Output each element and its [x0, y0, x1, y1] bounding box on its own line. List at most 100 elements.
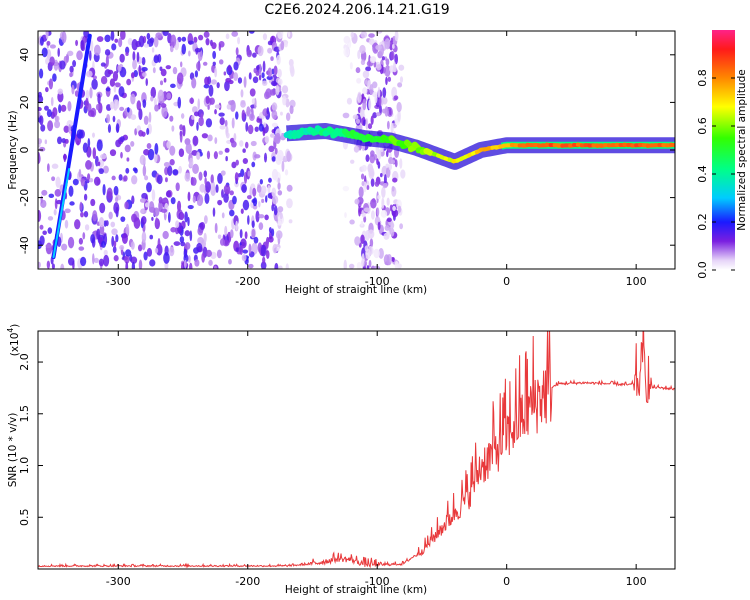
noise-speck	[262, 256, 266, 264]
noise-speck-faint	[400, 169, 406, 179]
noise-speck	[125, 261, 129, 269]
noise-speck	[218, 43, 222, 51]
noise-speck	[170, 197, 176, 205]
noise-speck-faint	[368, 167, 375, 179]
noise-speck-faint	[394, 260, 399, 269]
noise-speck	[38, 210, 42, 222]
noise-speck	[130, 93, 136, 105]
noise-speck	[124, 254, 130, 264]
noise-speck	[267, 184, 271, 194]
noise-speck	[153, 36, 159, 48]
noise-speck	[145, 78, 148, 87]
noise-speck	[104, 34, 111, 43]
noise-speck	[360, 107, 364, 119]
noise-speck	[250, 140, 257, 147]
noise-speck	[40, 124, 46, 132]
noise-speck	[151, 189, 156, 202]
noise-speck	[219, 117, 225, 126]
noise-speck	[44, 105, 49, 111]
noise-speck	[45, 31, 49, 40]
noise-speck	[233, 133, 237, 142]
noise-speck	[69, 65, 74, 73]
noise-speck	[244, 231, 248, 240]
noise-speck	[109, 101, 115, 110]
noise-speck	[359, 44, 366, 54]
noise-speck	[106, 113, 111, 124]
noise-speck	[225, 156, 228, 162]
noise-speck	[78, 246, 85, 251]
noise-speck	[47, 216, 54, 221]
carrier-segment	[669, 142, 675, 148]
noise-speck	[221, 189, 224, 198]
noise-speck	[389, 204, 393, 212]
noise-speck	[119, 53, 125, 63]
spectrogram-ytick-label: -40	[18, 236, 31, 254]
noise-speck	[84, 224, 90, 231]
noise-speck	[181, 43, 187, 55]
noise-speck	[180, 61, 183, 68]
noise-speck	[231, 117, 235, 129]
noise-speck	[105, 87, 111, 92]
noise-speck-faint	[392, 205, 396, 212]
noise-speck	[144, 202, 150, 208]
noise-speck	[385, 163, 390, 168]
noise-speck	[76, 50, 83, 61]
noise-speck	[223, 192, 229, 203]
noise-speck-faint	[348, 263, 355, 269]
noise-speck	[196, 151, 201, 160]
noise-speck-faint	[284, 169, 289, 176]
noise-speck-faint	[346, 97, 353, 105]
colorbar-label: Normalized spectral amplitude	[736, 69, 748, 230]
noise-speck	[223, 71, 227, 76]
noise-speck-faint	[281, 85, 289, 94]
noise-speck	[149, 37, 155, 44]
noise-speck	[117, 64, 122, 72]
noise-speck	[53, 59, 59, 71]
noise-speck	[200, 113, 204, 119]
noise-speck	[205, 95, 210, 105]
noise-speck	[61, 31, 67, 44]
noise-speck	[210, 174, 214, 184]
noise-speck-faint	[369, 84, 374, 96]
noise-speck	[212, 61, 216, 66]
noise-speck	[100, 153, 107, 160]
noise-speck	[233, 72, 239, 81]
noise-speck-faint	[354, 198, 360, 205]
noise-speck	[142, 72, 147, 77]
noise-speck	[265, 250, 270, 259]
noise-speck	[272, 243, 278, 254]
noise-speck-faint	[383, 232, 390, 240]
noise-speck	[130, 72, 135, 79]
noise-speck	[158, 196, 163, 204]
noise-speck	[101, 240, 106, 248]
noise-speck	[241, 184, 247, 193]
snr-ylabel: SNR (10 * v/v)	[7, 413, 19, 488]
noise-speck	[246, 106, 251, 117]
noise-speck	[382, 87, 387, 98]
spectrogram-ytick-label: 40	[18, 48, 31, 62]
noise-speck-faint	[367, 229, 375, 239]
noise-speck	[118, 86, 125, 98]
noise-speck	[179, 212, 185, 221]
noise-speck	[391, 209, 399, 218]
snr-ytick-label: 1.0	[18, 457, 31, 475]
noise-speck	[139, 198, 146, 203]
noise-speck-faint	[380, 209, 388, 218]
spectrogram-xtick-label: -200	[235, 275, 260, 288]
noise-speck	[358, 205, 362, 217]
noise-speck-faint	[360, 220, 364, 226]
noise-speck-faint	[396, 101, 402, 113]
noise-speck	[154, 247, 159, 254]
noise-speck	[221, 212, 225, 219]
noise-speck-faint	[284, 42, 288, 48]
noise-speck	[179, 124, 184, 131]
snr-ytick-label: 1.5	[18, 405, 31, 423]
noise-speck-faint	[388, 163, 393, 171]
noise-speck	[134, 168, 138, 174]
noise-speck	[201, 252, 205, 263]
noise-speck	[267, 67, 273, 78]
noise-speck	[262, 122, 267, 128]
noise-speck	[206, 150, 211, 160]
